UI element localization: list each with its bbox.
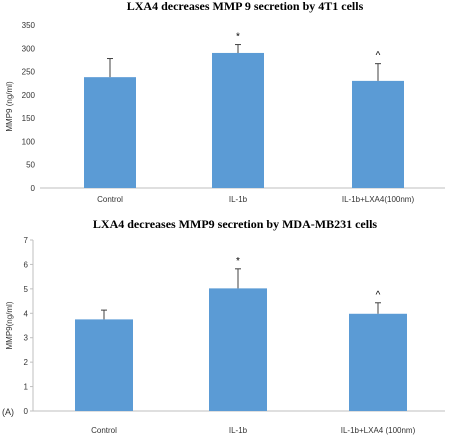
x-tick-label: IL-1b+LXA4(100nm) (342, 195, 415, 204)
bar (84, 77, 136, 188)
y-tick-label: 4 (24, 309, 29, 318)
y-tick-label: 2 (24, 358, 29, 367)
y-tick-label: 0 (31, 184, 36, 193)
bar (212, 52, 264, 188)
y-axis-label: MMP9(ng/ml) (5, 301, 14, 349)
chart-mda-mb231: LXA4 decreases MMP9 secretion by MDA-MB2… (5, 217, 445, 435)
panel-label: (A) (2, 407, 14, 417)
y-tick-label: 5 (24, 285, 29, 294)
y-tick-label: 50 (26, 161, 35, 170)
x-tick-label: IL-1b+LXA4 (100nm) (341, 426, 416, 435)
chart-title: LXA4 decreases MMP 9 secretion by 4T1 ce… (127, 0, 364, 13)
y-tick-label: 1 (24, 383, 29, 392)
x-tick-label: Control (97, 195, 123, 204)
y-tick-label: 7 (24, 236, 29, 245)
y-tick-label: 200 (22, 91, 36, 100)
y-tick-label: 300 (22, 44, 36, 53)
y-tick-label: 100 (22, 137, 36, 146)
chart-4t1: LXA4 decreases MMP 9 secretion by 4T1 ce… (5, 0, 445, 204)
y-tick-label: 6 (24, 260, 29, 269)
chart-title: LXA4 decreases MMP9 secretion by MDA-MB2… (93, 217, 377, 231)
y-tick-label: 250 (22, 68, 36, 77)
significance-mark: * (236, 256, 240, 267)
bar (75, 319, 133, 411)
x-tick-label: IL-1b (229, 426, 248, 435)
x-tick-label: Control (91, 426, 117, 435)
significance-mark: * (236, 32, 240, 43)
significance-mark: ^ (376, 290, 381, 301)
bar (352, 80, 404, 188)
y-tick-label: 3 (24, 334, 29, 343)
y-tick-label: 0 (24, 407, 29, 416)
bar (209, 288, 267, 411)
y-tick-label: 350 (22, 21, 36, 30)
x-tick-label: IL-1b (229, 195, 248, 204)
significance-mark: ^ (376, 51, 381, 62)
y-tick-label: 150 (22, 114, 36, 123)
bar (349, 313, 407, 411)
y-axis-label: MMP9 (ng/ml) (5, 81, 14, 132)
